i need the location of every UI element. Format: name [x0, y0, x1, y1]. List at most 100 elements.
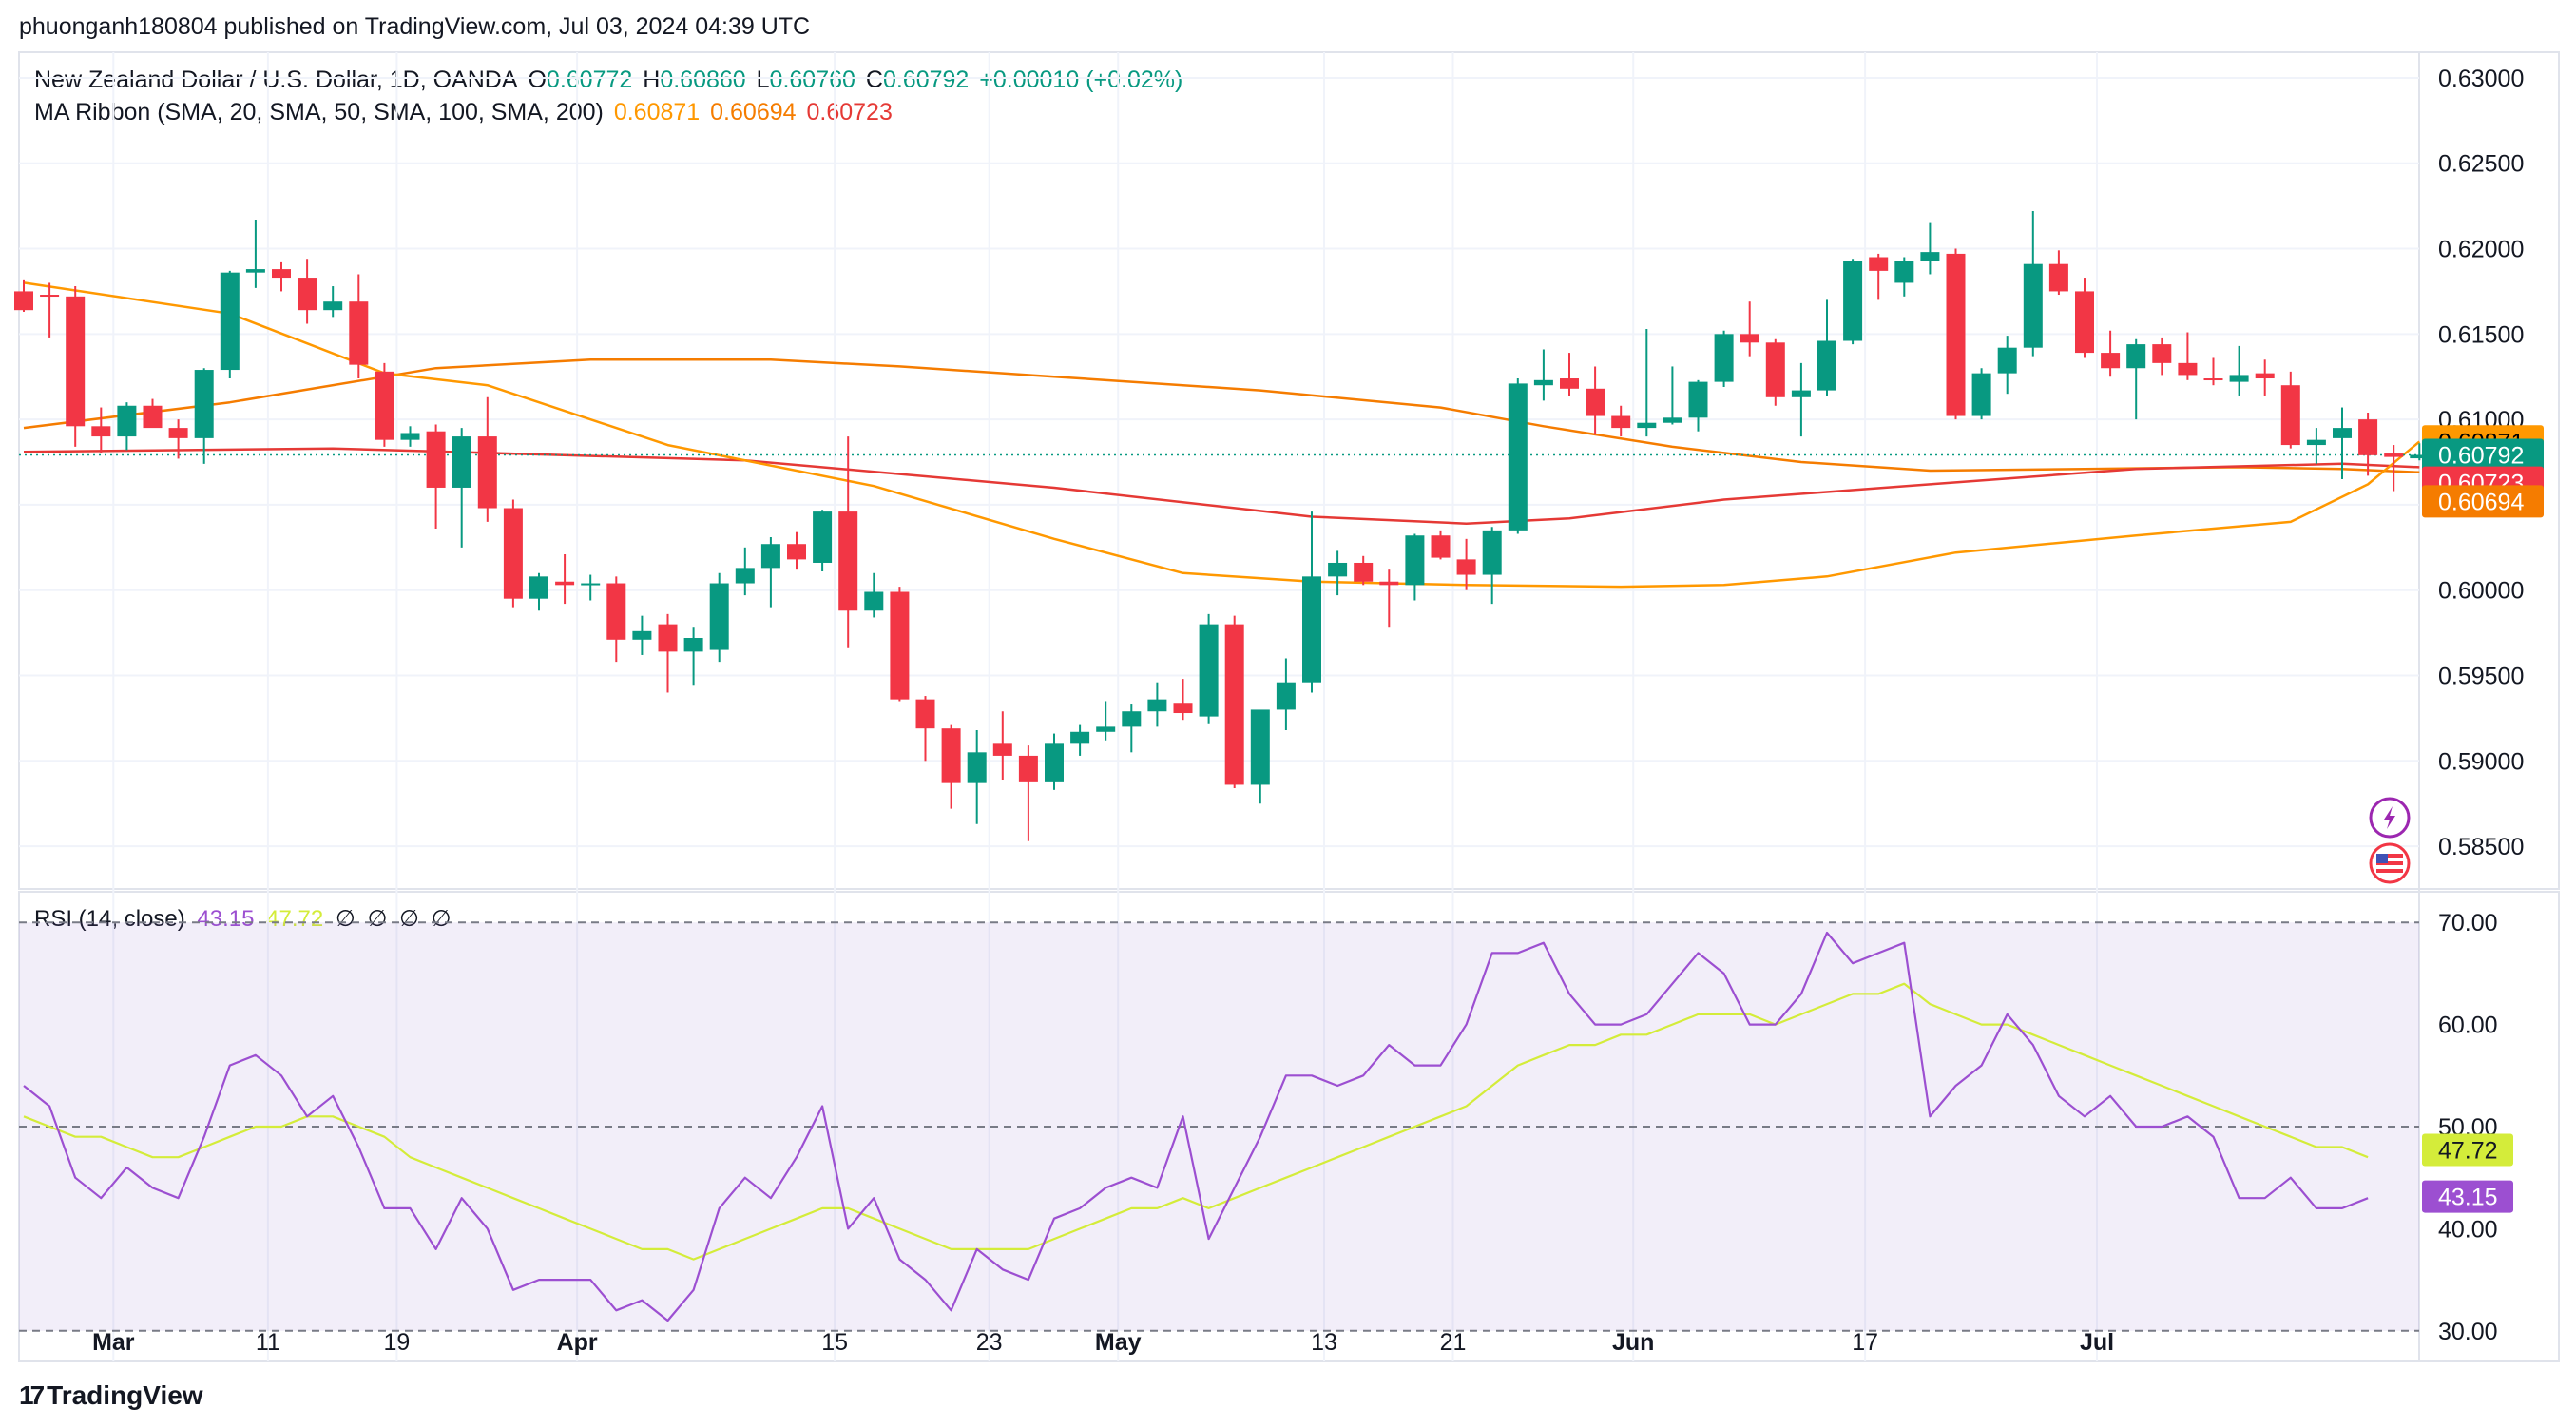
time-tick-label: Jun: [1612, 1329, 1654, 1356]
candle-body: [915, 699, 935, 729]
tradingview-logo[interactable]: 17 TradingView: [19, 1380, 203, 1411]
us-flag-icon[interactable]: [2369, 842, 2411, 884]
candle-body: [2255, 373, 2275, 379]
candle-body: [2358, 419, 2378, 455]
candle-body: [1765, 342, 1785, 397]
rsi-ma-label: 47.72: [2438, 1137, 2498, 1164]
candle-body: [168, 428, 188, 438]
candle-body: [1508, 383, 1528, 531]
candle-body: [143, 405, 163, 429]
candle-body: [941, 728, 961, 783]
candle-body: [298, 278, 317, 311]
candle-body: [375, 371, 394, 440]
candle-body: [1869, 257, 1889, 271]
candle-body: [503, 508, 523, 599]
footer-brand: TradingView: [47, 1380, 203, 1410]
candle-body: [452, 436, 471, 488]
price-pane-frame: [18, 51, 2560, 890]
candle-body: [2333, 428, 2352, 438]
candle-body: [1276, 682, 1296, 710]
candle-body: [1586, 388, 1605, 416]
high-value: 0.60860: [660, 67, 746, 93]
price-tick-label: 0.60000: [2438, 578, 2524, 605]
candle-body: [967, 752, 987, 783]
candle-body: [1997, 347, 2017, 374]
candle-body: [1173, 703, 1193, 714]
candle-body: [2152, 344, 2172, 363]
candle-body: [1354, 562, 1374, 582]
candle-body: [1611, 415, 1631, 429]
candle-body: [813, 511, 833, 563]
rsi-tick-label: 70.00: [2438, 910, 2498, 936]
rsi-title[interactable]: RSI (14, close): [34, 906, 185, 932]
candle-body: [838, 511, 858, 611]
candle-body: [2126, 344, 2146, 369]
rsi-label: 43.15: [2438, 1185, 2498, 1211]
candle-body: [477, 436, 497, 509]
candles[interactable]: [14, 211, 2430, 841]
candle-body: [426, 431, 446, 488]
candle-body: [787, 544, 806, 560]
candle-body: [992, 743, 1012, 756]
candle-body: [91, 426, 111, 437]
rsi-ma-label-bg: [2422, 1133, 2513, 1167]
rsi-legend: RSI (14, close) 43.15 47.72 ∅ ∅ ∅ ∅: [34, 905, 457, 933]
open-value: 0.60772: [546, 67, 633, 93]
tradingview-icon: 17: [19, 1380, 45, 1410]
candle-body: [658, 624, 678, 652]
candle-body: [1302, 576, 1321, 683]
candle-body: [1096, 726, 1116, 732]
rsi-na-2: ∅: [367, 906, 388, 932]
time-tick-label: 23: [976, 1329, 1003, 1356]
candle-body: [1122, 711, 1142, 727]
candle-body: [529, 576, 548, 599]
time-tick-label: 15: [821, 1329, 848, 1356]
candle-body: [864, 591, 884, 611]
price-tick-label: 0.59000: [2438, 748, 2524, 775]
candle-body: [606, 583, 626, 640]
candle-body: [1328, 562, 1348, 577]
time-tick-label: Jul: [2080, 1329, 2114, 1356]
candle-body: [1070, 731, 1090, 744]
candle-body: [1147, 699, 1167, 712]
candle-body: [1199, 624, 1219, 717]
candle-body: [1791, 390, 1811, 397]
candle-body: [1971, 373, 1991, 416]
candle-body: [2075, 291, 2094, 354]
time-tick-label: Apr: [557, 1329, 598, 1356]
time-axis[interactable]: Mar 11 19 Apr 15 23 May 13 21 Jun 17 Jul: [92, 1329, 2114, 1356]
candle-body: [1714, 334, 1734, 382]
symbol-title[interactable]: New Zealand Dollar / U.S. Dollar, 1D, OA…: [34, 67, 518, 93]
candle-body: [117, 405, 137, 437]
rsi-tick-label: 40.00: [2438, 1216, 2498, 1243]
candle-body: [2178, 362, 2198, 376]
candle-body: [1894, 261, 1914, 283]
time-tick-label: 17: [1852, 1329, 1878, 1356]
price-tick-label: 0.58500: [2438, 834, 2524, 860]
ma-ribbon-value-2: 0.60694: [710, 99, 797, 125]
candle-body: [1740, 334, 1759, 343]
candle-body: [14, 291, 33, 311]
candle-body: [1379, 581, 1399, 586]
ma50-price-label: 0.60694: [2438, 489, 2524, 515]
alert-icon[interactable]: [2369, 797, 2411, 839]
price-axis[interactable]: 0.630000.625000.620000.615000.610000.605…: [2438, 66, 2524, 860]
high-label: H: [643, 67, 661, 93]
time-tick-label: 11: [256, 1329, 280, 1356]
candle-body: [2101, 353, 2121, 369]
rsi-ma-line: [23, 982, 2369, 1261]
candle-body: [581, 583, 601, 586]
candle-body: [683, 638, 703, 652]
price-tick-label: 0.59500: [2438, 664, 2524, 690]
ma-ribbon-title[interactable]: MA Ribbon (SMA, 20, SMA, 50, SMA, 100, S…: [34, 99, 604, 125]
candle-body: [1637, 422, 1657, 429]
candle-body: [632, 630, 652, 640]
candle-body: [1431, 535, 1451, 558]
candle-body: [709, 583, 729, 650]
open-label: O: [528, 67, 547, 93]
candle-body: [1250, 709, 1270, 785]
publisher-header: phuonganh180804 published on TradingView…: [19, 13, 811, 40]
